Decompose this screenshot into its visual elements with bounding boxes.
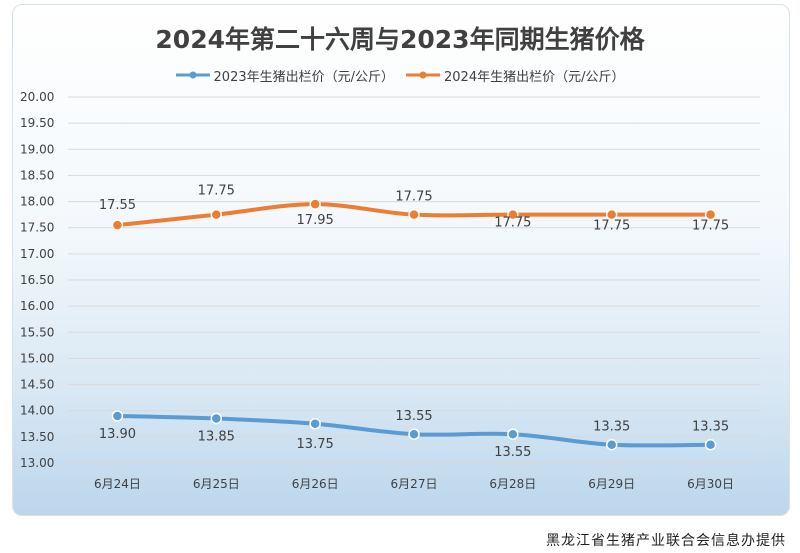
x-tick-label: 6月27日 [391,477,438,491]
x-tick-label: 6月24日 [94,477,141,491]
data-label: 13.35 [593,420,630,435]
data-label: 13.55 [494,445,531,460]
data-point [704,208,717,221]
y-tick-label: 17.50 [20,221,54,235]
data-point [605,208,618,221]
data-point [309,418,321,430]
data-point [507,428,519,440]
data-label: 17.75 [494,216,531,231]
y-tick-label: 15.00 [20,351,54,365]
y-tick-label: 18.50 [20,168,54,182]
x-tick-label: 6月29日 [588,477,635,491]
y-tick-label: 16.50 [20,273,54,287]
data-label: 13.35 [692,420,729,435]
data-label: 17.75 [198,184,235,199]
data-point [309,198,321,210]
y-tick-label: 18.00 [20,195,54,209]
y-tick-label: 20.00 [20,90,54,104]
data-label: 13.55 [395,409,432,424]
data-point [111,410,124,422]
y-tick-label: 19.00 [20,142,54,156]
data-point [408,208,420,221]
y-tick-label: 13.50 [20,430,54,444]
x-tick-label: 6月28日 [489,477,536,491]
footer-credit: 黑龙江省生猪产业联合会信息办提供 [546,533,786,549]
data-label: 17.95 [297,213,334,228]
data-label: 17.55 [99,198,136,213]
data-point [210,208,223,221]
y-tick-label: 13.00 [20,456,54,470]
chart-card [12,4,790,516]
y-tick-label: 19.50 [20,116,54,130]
data-label: 17.75 [593,219,630,234]
legend-item-2024: 2024年生猪出栏价（元/公斤） [406,66,624,85]
legend-item-2023: 2023年生猪出栏价（元/公斤） [175,66,394,85]
legend-swatch-2024 [406,71,440,79]
y-tick-label: 15.50 [20,325,54,339]
data-label: 13.85 [198,430,235,445]
legend-label-2024: 2024年生猪出栏价（元/公斤） [444,69,625,85]
x-tick-label: 6月26日 [292,477,339,491]
data-label: 13.75 [297,437,334,452]
data-point [408,428,420,440]
x-tick-label: 6月25日 [193,477,240,491]
y-tick-label: 16.00 [20,299,54,313]
x-tick-label: 6月30日 [687,477,734,491]
legend-swatch-2023 [175,71,210,79]
data-label: 17.75 [692,219,729,234]
data-point [704,438,717,451]
chart-title: 2024年第二十六周与2023年同期生猪价格 [155,25,645,54]
chart-legend: 2023年生猪出栏价（元/公斤） 2024年生猪出栏价（元/公斤） [0,66,800,85]
data-point [605,438,618,451]
data-point [507,208,519,221]
data-point [111,219,124,231]
data-point [210,412,223,425]
legend-label-2023: 2023年生猪出栏价（元/公斤） [213,69,394,85]
data-label: 13.90 [99,427,136,442]
data-label: 17.75 [395,190,432,205]
y-tick-label: 17.00 [20,247,54,261]
y-tick-label: 14.00 [20,404,54,418]
y-tick-label: 14.50 [20,378,54,392]
